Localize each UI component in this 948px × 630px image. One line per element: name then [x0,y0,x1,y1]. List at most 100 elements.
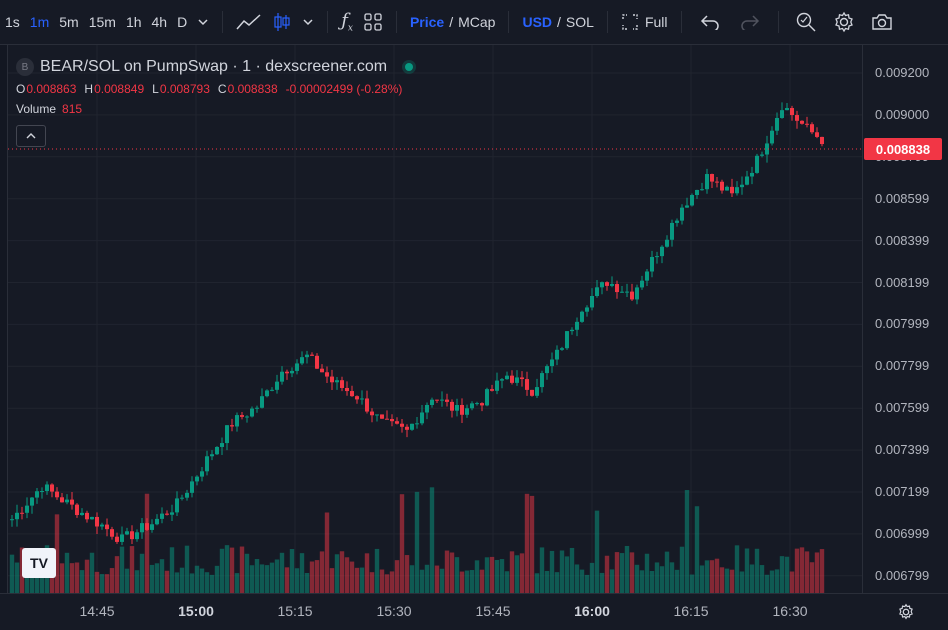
candle-body [710,174,714,182]
price-axis[interactable]: 0.0092000.0090000.0087990.0085990.008399… [862,45,948,593]
quick-search-button[interactable] [787,0,825,44]
volume-bar [14,562,20,593]
candle-body [205,456,209,472]
candle-body [500,379,504,381]
redo-button[interactable] [730,0,770,44]
price-mcap-toggle[interactable]: Price / MCap [405,0,501,44]
volume-bar [369,572,375,593]
price-tick-label: 0.007599 [875,400,930,416]
candle-body [765,143,769,155]
fullscreen-button[interactable]: Full [616,0,673,44]
grid-lines [8,45,862,593]
candle-body [470,403,474,409]
usd-option[interactable]: USD [522,14,553,30]
interval-5m-button[interactable]: 5m [59,14,79,30]
time-tick-label: 15:15 [277,603,313,619]
interval-1h-button[interactable]: 1h [125,14,142,30]
symbol-icon: B [16,58,34,76]
volume-bar [439,568,445,593]
chevron-down-icon [303,19,313,26]
interval-D-button[interactable]: D [177,14,188,30]
volume-bar [259,564,265,593]
candle-body [155,518,159,525]
volume-bar [239,546,245,593]
candle-body [560,348,564,350]
price-tick-label: 0.009200 [875,65,930,80]
candle-body [475,403,479,405]
volume-bar [789,571,795,593]
volume-bar [649,570,655,593]
interval-dropdown-button[interactable] [192,0,214,44]
volume-bar [804,551,810,593]
interval-1s-button[interactable]: 1s [5,14,20,30]
volume-bar [184,545,190,593]
indicators-button[interactable]: ƒx [336,0,358,44]
volume-bar [304,572,310,593]
function-icon: ƒx [341,10,353,34]
volume-bar [534,573,540,593]
candle-body [75,504,79,516]
volume-bar [404,555,410,593]
candlestick-chart[interactable] [0,45,948,629]
tradingview-logo[interactable]: TV [22,548,56,578]
volume-bar [694,506,700,593]
candle-chart-type-button[interactable] [267,0,297,44]
volume-bar [569,547,575,593]
settings-button[interactable] [825,0,863,44]
sol-option[interactable]: SOL [565,14,594,30]
volume-bar [599,572,605,593]
volume-bar [89,552,95,593]
time-axis[interactable]: 14:45 15:00 15:15 15:30 15:45 16:00 16:15 16:30 [0,593,948,630]
interval-15m-button[interactable]: 15m [88,14,116,30]
candle-body [590,296,594,308]
volume-bar [409,565,415,593]
volume-bar [144,493,150,593]
volume-bar [244,553,250,593]
interval-4h-button[interactable]: 4h [151,14,168,30]
line-chart-type-button[interactable] [231,0,267,44]
volume-bar [589,562,595,593]
volume-bar [489,556,495,593]
currency-toggle[interactable]: USD / SOL [517,0,598,44]
candle-body [335,380,339,383]
candle-body [60,497,64,503]
volume-bar [744,548,750,593]
axis-settings-button[interactable] [896,602,916,622]
price-option[interactable]: Price [409,14,445,30]
candle-body [700,189,704,191]
time-tick-label: 15:00 [178,603,214,619]
candle-body [810,124,814,133]
change-value: -0.00002499 (-0.28%) [285,82,403,96]
candle-body [735,187,739,194]
volume-bar [689,574,695,593]
undo-button[interactable] [690,0,730,44]
volume-bar [379,569,385,593]
volume-bar [699,565,705,593]
candle-body [425,404,429,413]
volume-bar [429,487,435,593]
left-panel-edge [0,45,8,593]
interval-1m-button[interactable]: 1m [29,14,50,30]
volume-bar [669,562,675,593]
candle-body [70,499,74,505]
candle-body [675,220,679,223]
candle-body [120,534,124,542]
candle-body [620,291,624,293]
collapse-legend-button[interactable] [16,125,46,147]
layout-button[interactable] [358,0,388,44]
candle-body [190,481,194,493]
chart-type-dropdown-button[interactable] [297,0,319,44]
volume-bar [434,565,440,593]
candle-body [740,184,744,188]
candle-body [170,512,174,515]
mcap-option[interactable]: MCap [458,14,496,30]
volume-bar [684,490,690,593]
candle-body [125,531,129,535]
symbol-title[interactable]: BEAR/SOL on PumpSwap · 1 · dexscreener.c… [40,58,388,75]
camera-button[interactable] [863,0,901,44]
candle-body [385,418,389,420]
volume-bar [754,548,760,593]
candle-body [305,354,309,358]
price-tick-label: 0.008599 [875,190,930,206]
volume-bar [714,558,720,593]
